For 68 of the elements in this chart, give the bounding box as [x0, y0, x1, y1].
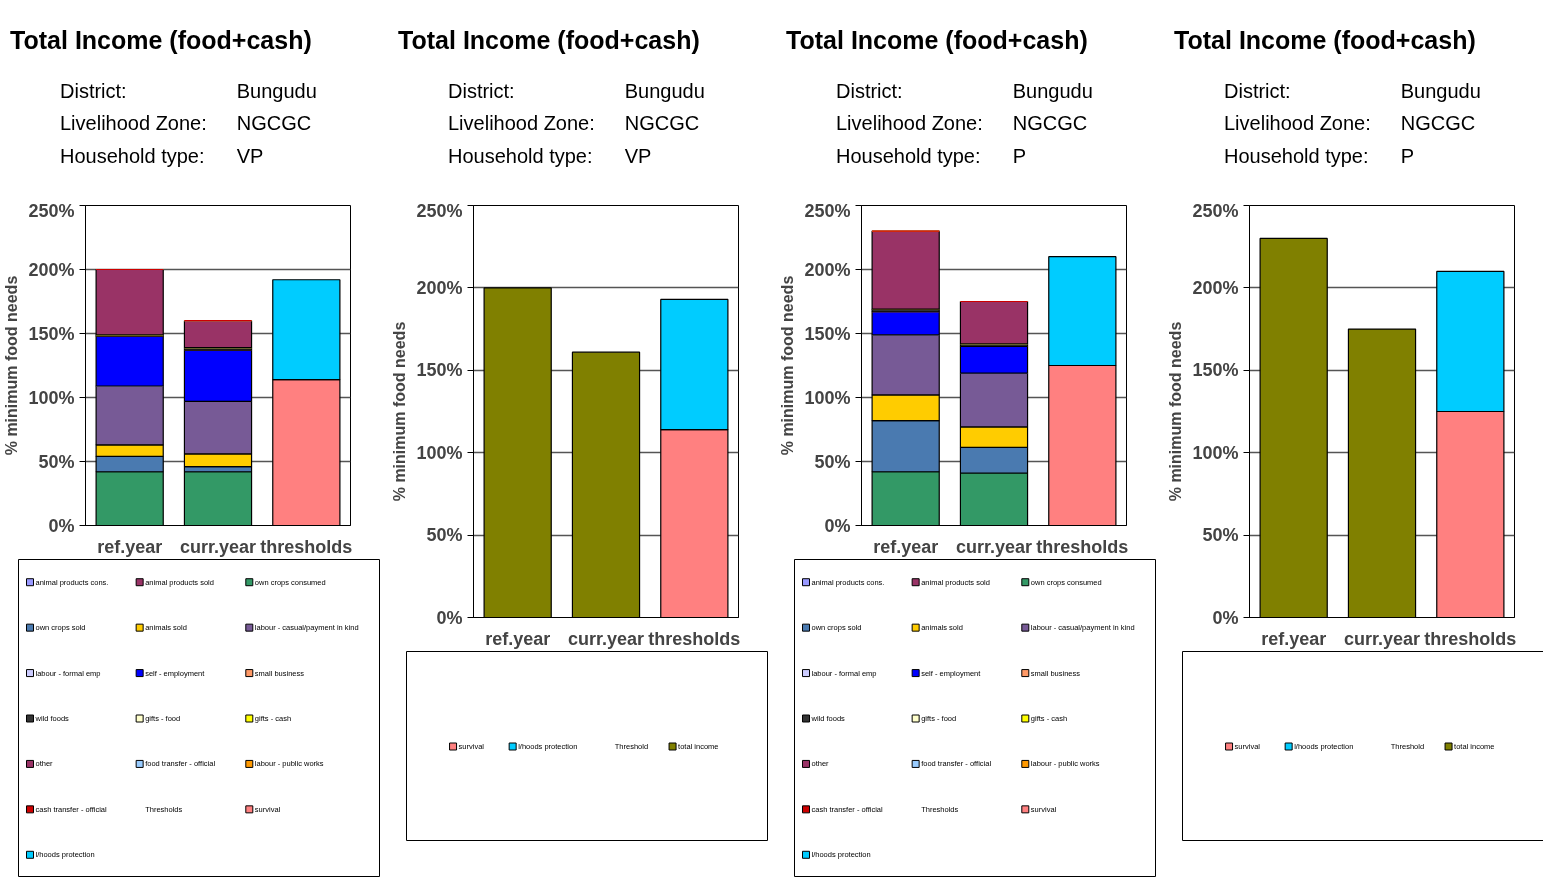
text: P	[1400, 143, 1416, 169]
text: Bungudu	[236, 78, 317, 104]
text: NGCGC	[1012, 111, 1089, 137]
y-tick-label: 0%	[1212, 607, 1239, 628]
text: Livelihood Zone:	[836, 111, 984, 137]
x-tick-label: thresholds	[1036, 536, 1129, 557]
x-tick-label: ref.year	[97, 536, 163, 557]
y-tick-label: 250%	[1192, 200, 1239, 221]
text: VP	[624, 143, 653, 169]
y-tick-label: 150%	[1192, 360, 1239, 381]
chart-title: Total Income (food+cash)	[1173, 25, 1477, 56]
text: Bungudu	[1012, 78, 1093, 104]
y-tick-label: 150%	[416, 360, 463, 381]
text: Bungudu	[624, 78, 705, 104]
y-tick-label: 100%	[804, 387, 851, 408]
chart-title: Total Income (food+cash)	[9, 25, 313, 56]
chart-title: Total Income (food+cash)	[397, 25, 701, 56]
text: NGCGC	[236, 111, 313, 137]
y-tick-label: 200%	[28, 259, 75, 280]
text: Household type:	[836, 143, 982, 169]
y-tick-label: 250%	[28, 200, 75, 221]
y-tick-label: 200%	[804, 259, 851, 280]
text: Livelihood Zone:	[60, 111, 208, 137]
text: Livelihood Zone:	[1224, 111, 1372, 137]
x-tick-label: curr.year	[567, 628, 645, 649]
text: Household type:	[1224, 143, 1370, 169]
x-tick-label: curr.year	[179, 536, 257, 557]
text: Bungudu	[1400, 78, 1481, 104]
text: District:	[60, 78, 128, 104]
x-tick-label: curr.year	[955, 536, 1033, 557]
text: VP	[236, 143, 265, 169]
y-tick-label: 100%	[416, 442, 463, 463]
x-tick-label: curr.year	[1343, 628, 1421, 649]
text: NGCGC	[624, 111, 701, 137]
y-axis-title: % minimum food needs	[3, 275, 21, 456]
y-tick-label: 0%	[436, 607, 463, 628]
y-tick-label: 100%	[28, 387, 75, 408]
y-tick-label: 50%	[1202, 525, 1239, 546]
y-tick-label: 0%	[824, 515, 851, 536]
text: Livelihood Zone:	[448, 111, 596, 137]
text: NGCGC	[1400, 111, 1477, 137]
y-axis-title: % minimum food needs	[1167, 321, 1185, 502]
x-tick-label: ref.year	[485, 628, 551, 649]
y-tick-label: 250%	[416, 200, 463, 221]
text: District:	[448, 78, 516, 104]
y-axis-title: % minimum food needs	[779, 275, 797, 456]
x-tick-label: thresholds	[260, 536, 353, 557]
text: Household type:	[60, 143, 206, 169]
text: P	[1012, 143, 1028, 169]
y-axis-title: % minimum food needs	[391, 321, 409, 502]
y-tick-label: 150%	[28, 323, 75, 344]
y-tick-label: 100%	[1192, 442, 1239, 463]
y-tick-label: 50%	[426, 525, 463, 546]
y-tick-label: 250%	[804, 200, 851, 221]
x-tick-label: ref.year	[873, 536, 939, 557]
y-tick-label: 200%	[416, 277, 463, 298]
y-tick-label: 50%	[38, 451, 75, 472]
text: Household type:	[448, 143, 594, 169]
x-tick-label: thresholds	[1424, 628, 1517, 649]
x-tick-label: thresholds	[648, 628, 741, 649]
y-tick-label: 50%	[814, 451, 851, 472]
text: District:	[1224, 78, 1292, 104]
y-tick-label: 0%	[48, 515, 75, 536]
text: District:	[836, 78, 904, 104]
y-tick-label: 150%	[804, 323, 851, 344]
x-tick-label: ref.year	[1261, 628, 1327, 649]
chart-title: Total Income (food+cash)	[785, 25, 1089, 56]
y-tick-label: 200%	[1192, 277, 1239, 298]
